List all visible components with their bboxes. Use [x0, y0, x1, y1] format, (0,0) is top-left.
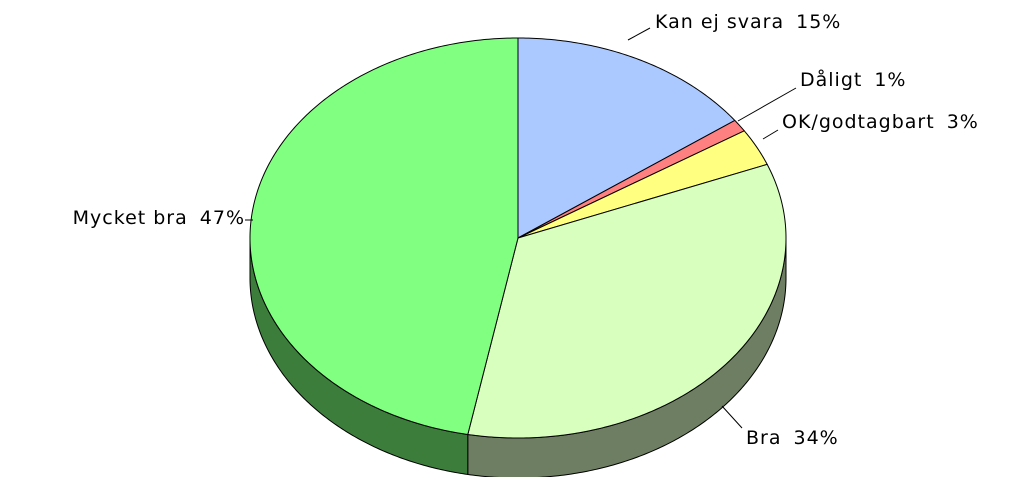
slice-label: Mycket bra 47%: [73, 207, 245, 229]
slice: [249, 37, 519, 436]
slice-name: OK/godtagbart: [782, 111, 935, 133]
slice-label: Kan ej svara 15%: [655, 11, 841, 33]
leader-line: [721, 405, 743, 429]
slice-name: Kan ej svara: [655, 11, 784, 33]
leader-line: [762, 129, 779, 140]
slice-value: 3%: [947, 111, 979, 133]
slice-label: Dåligt 1%: [800, 68, 907, 91]
slice-value: 47%: [200, 207, 245, 229]
slice-value: 15%: [796, 11, 841, 33]
slice: [517, 37, 736, 239]
leader-line: [627, 27, 651, 41]
leader-line: [737, 87, 797, 122]
slice-label: Bra 34%: [746, 427, 839, 449]
slice: [517, 130, 768, 239]
slice-value: 1%: [874, 69, 906, 91]
slice-name: Mycket bra: [73, 207, 188, 229]
slice-label: OK/godtagbart 3%: [782, 111, 979, 133]
slice-name: Dåligt: [800, 68, 862, 91]
slice: [467, 163, 787, 439]
slice-value: 34%: [794, 427, 839, 449]
slice-name: Bra: [746, 427, 782, 449]
slice: [517, 119, 746, 239]
